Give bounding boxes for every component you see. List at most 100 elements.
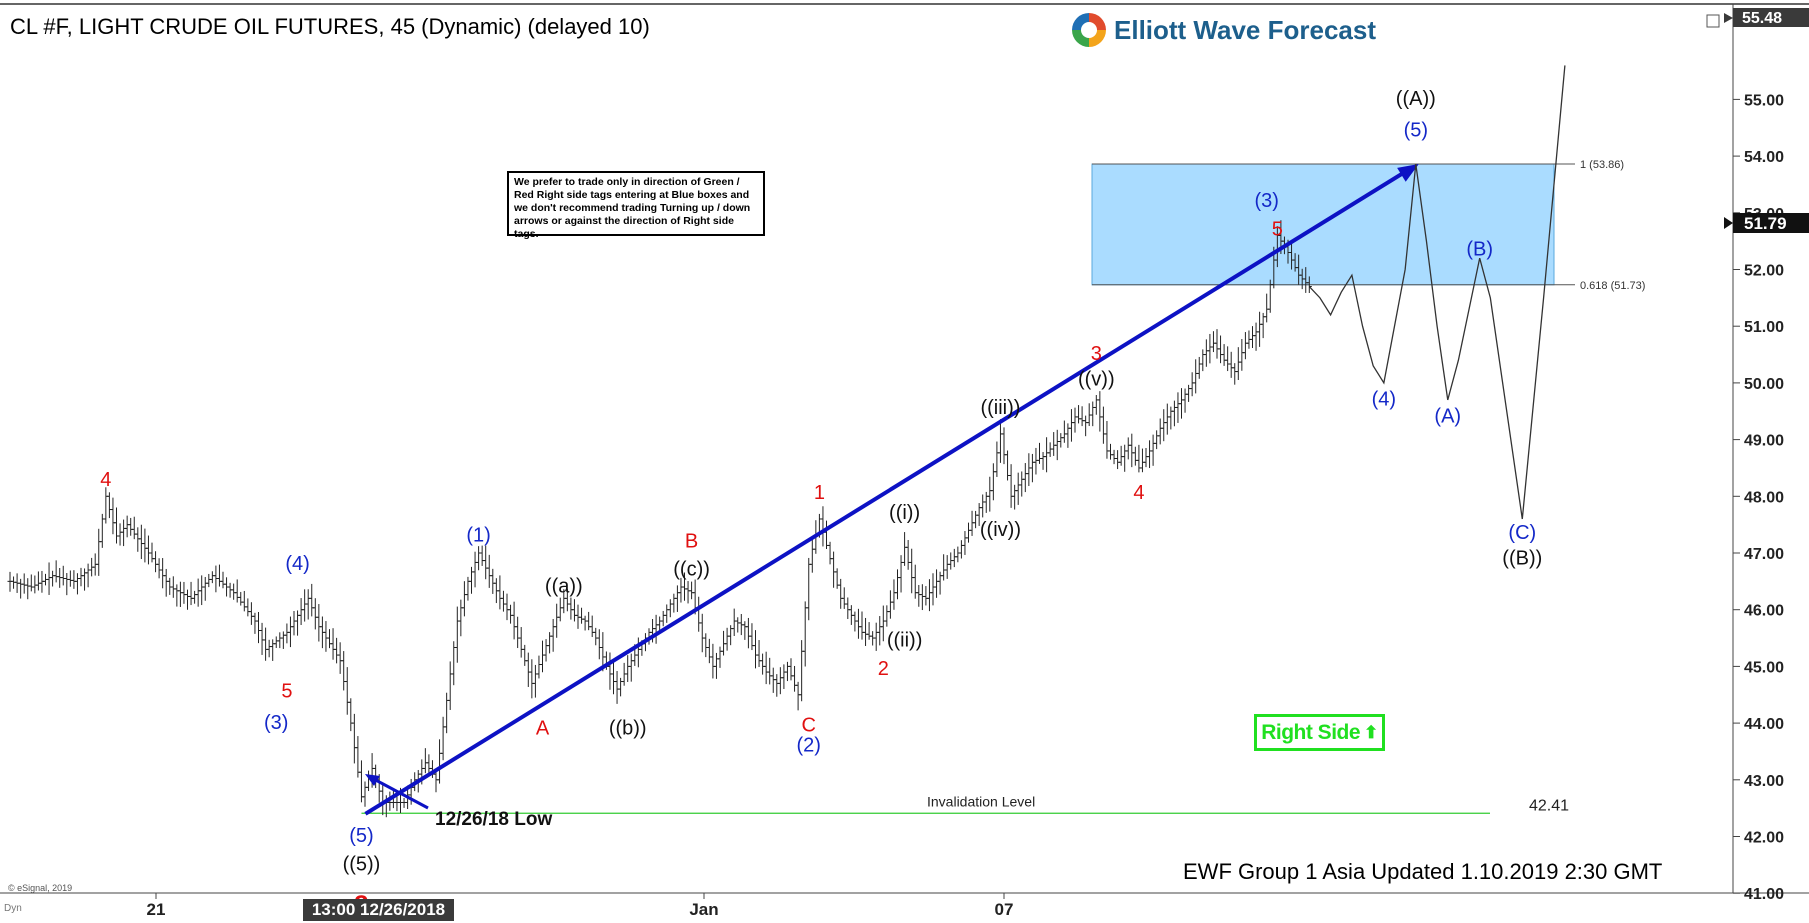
price-bar xyxy=(1179,388,1184,419)
price-bar xyxy=(1218,335,1224,364)
price-bar xyxy=(1232,363,1238,385)
price-bar xyxy=(550,618,556,652)
price-bar xyxy=(252,612,258,634)
price-bar xyxy=(220,571,226,589)
price-bar xyxy=(955,546,961,563)
price-bar xyxy=(710,643,716,679)
price-bar xyxy=(1058,433,1064,448)
projection-path xyxy=(1308,65,1566,520)
price-bar xyxy=(114,507,119,544)
y-tick-label: 44.00 xyxy=(1744,716,1784,733)
price-bar xyxy=(256,612,261,644)
up-arrow-icon: ⬆ xyxy=(1364,722,1378,742)
dyn-label: Dyn xyxy=(4,903,22,914)
wave-label: (2) xyxy=(797,734,821,756)
price-bar xyxy=(1079,406,1085,427)
right-side-label: Right Side xyxy=(1261,720,1361,744)
price-bar xyxy=(1083,415,1089,437)
price-bar xyxy=(671,593,677,613)
price-bar xyxy=(121,519,127,547)
scale-toggle-icon[interactable] xyxy=(1706,14,1720,28)
price-bar xyxy=(1168,406,1174,430)
price-bar xyxy=(916,584,922,607)
wave-label: ((ii)) xyxy=(887,630,923,652)
price-bar xyxy=(1104,421,1110,459)
price-bar xyxy=(543,639,549,662)
price-bar xyxy=(611,659,616,695)
wave-label: 4 xyxy=(1133,482,1144,504)
price-bar xyxy=(706,638,712,664)
price-bar xyxy=(238,591,244,606)
price-bar xyxy=(891,579,897,610)
price-bar xyxy=(1157,418,1163,445)
price-bar xyxy=(855,608,861,639)
price-bar xyxy=(873,622,879,651)
trend-arrow-head-icon xyxy=(1397,164,1419,182)
y-tick-label: 45.00 xyxy=(1744,659,1784,676)
price-bar xyxy=(1207,333,1213,364)
price-bar xyxy=(1150,434,1156,466)
fib-0618-label: 0.618 (51.73) xyxy=(1580,280,1645,292)
price-bar xyxy=(103,487,109,524)
price-bar xyxy=(1264,293,1270,323)
price-bar xyxy=(806,557,812,621)
price-bar xyxy=(1132,446,1138,466)
copyright-text: © eSignal, 2019 xyxy=(8,883,73,893)
logo-circle-icon xyxy=(1072,13,1106,47)
price-bar xyxy=(160,558,166,589)
right-side-tag: Right Side ⬆ xyxy=(1254,714,1385,751)
price-bar xyxy=(1189,372,1195,397)
price-bar xyxy=(1122,444,1128,472)
y-tick-label: 54.00 xyxy=(1744,149,1784,166)
price-bar xyxy=(863,617,869,646)
wave-label: (A) xyxy=(1434,406,1461,428)
price-bar xyxy=(1161,409,1167,442)
price-bar xyxy=(990,463,996,501)
y-tick-label: 42.00 xyxy=(1744,830,1784,847)
x-tick-label: 07 xyxy=(995,900,1014,919)
price-bar xyxy=(660,610,666,627)
price-bar xyxy=(1097,391,1103,432)
brand-name: Elliott Wave Forecast xyxy=(1114,14,1376,45)
wave-label: ((i)) xyxy=(889,502,920,524)
price-bar xyxy=(866,622,872,640)
price-bar xyxy=(174,584,180,607)
price-bar xyxy=(248,602,254,625)
price-bar xyxy=(206,573,212,588)
price-bar xyxy=(554,603,560,638)
trend-arrow-line xyxy=(364,170,1406,816)
price-bar xyxy=(437,739,443,784)
price-bar xyxy=(486,554,492,588)
price-bar xyxy=(177,581,183,607)
price-bar xyxy=(96,528,102,576)
price-bar xyxy=(263,627,269,661)
price-bar xyxy=(1118,445,1124,466)
price-bar xyxy=(792,665,798,692)
price-bar xyxy=(689,581,695,600)
price-bar xyxy=(472,551,478,588)
price-bar xyxy=(905,539,911,570)
price-bar xyxy=(270,639,276,661)
wave-label: (5) xyxy=(349,825,373,847)
x-tick-label: Jan xyxy=(689,900,718,919)
price-bar xyxy=(1147,440,1153,469)
price-bar xyxy=(1250,326,1255,348)
price-bar xyxy=(987,476,993,512)
price-bar xyxy=(327,629,332,649)
price-bar xyxy=(309,583,315,617)
price-bar xyxy=(547,632,553,654)
wave-label: (3) xyxy=(264,712,288,734)
price-bar xyxy=(1221,344,1227,366)
price-bar xyxy=(202,576,208,601)
price-bar xyxy=(724,627,730,651)
price-bar xyxy=(241,590,247,612)
price-bar xyxy=(1242,332,1248,360)
price-bar xyxy=(969,510,975,536)
invalidation-label: Invalidation Level xyxy=(927,793,1035,809)
price-bar xyxy=(67,570,73,587)
price-bar xyxy=(298,598,304,625)
price-bar xyxy=(305,589,311,620)
price-bar xyxy=(1214,329,1220,359)
y-tick-label: 46.00 xyxy=(1744,603,1784,620)
